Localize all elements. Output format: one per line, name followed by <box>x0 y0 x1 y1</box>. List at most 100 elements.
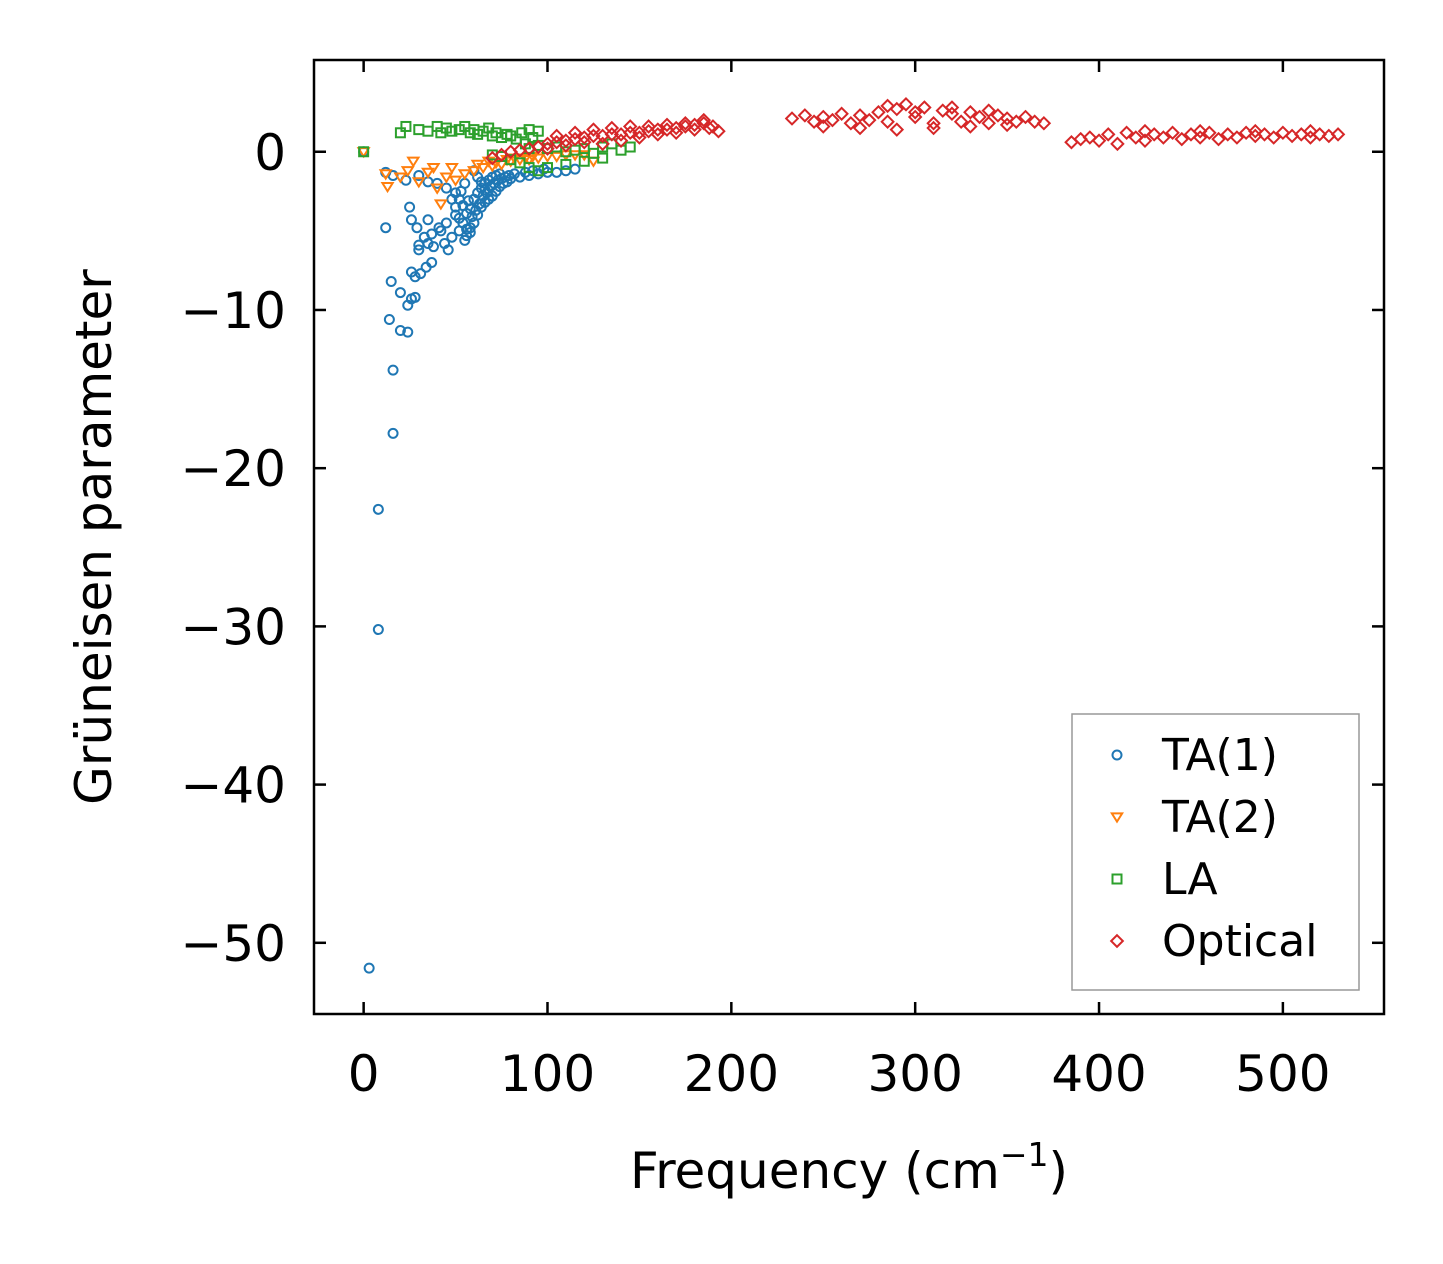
data-point <box>442 244 454 256</box>
series-ta-1- <box>358 146 581 974</box>
data-point <box>433 199 448 211</box>
data-point <box>926 116 941 131</box>
data-point <box>889 122 905 137</box>
series-optical <box>485 97 1346 166</box>
data-point <box>880 114 895 129</box>
data-point <box>426 228 438 240</box>
data-point <box>400 120 412 132</box>
data-point <box>604 120 620 136</box>
data-point <box>477 125 489 137</box>
data-point <box>394 325 406 337</box>
data-point <box>990 108 1006 123</box>
data-point <box>549 151 564 164</box>
data-point <box>852 120 868 136</box>
data-point <box>428 241 440 253</box>
data-point <box>587 147 599 159</box>
data-point <box>406 156 421 168</box>
data-point <box>834 106 849 122</box>
data-point <box>387 364 399 376</box>
y-tick-label: 0 <box>254 124 286 182</box>
data-point <box>696 112 712 128</box>
data-point <box>861 112 877 128</box>
data-point <box>806 114 822 129</box>
y-tick-label: −20 <box>180 440 286 498</box>
data-point <box>409 291 421 303</box>
data-point <box>668 125 684 141</box>
x-tick-label: 400 <box>1051 1045 1146 1103</box>
y-tick-label: −40 <box>180 757 286 815</box>
data-point <box>1137 133 1153 148</box>
data-point <box>1165 125 1180 141</box>
data-point <box>1082 130 1098 145</box>
data-point <box>431 177 443 189</box>
data-point <box>411 177 426 189</box>
data-point <box>404 201 416 213</box>
x-tick-label: 500 <box>1235 1045 1330 1103</box>
data-point <box>624 141 636 153</box>
data-point <box>926 120 941 136</box>
data-point <box>815 109 831 125</box>
data-point <box>1100 127 1116 142</box>
data-point <box>476 162 491 175</box>
legend-label: TA(2) <box>1161 792 1278 843</box>
data-point <box>1248 123 1263 139</box>
data-point <box>459 120 471 132</box>
y-axis-ticks: 0 −10 −20 −30 −40 −50 <box>180 124 1384 973</box>
data-point <box>455 185 467 197</box>
data-point <box>372 624 384 636</box>
data-point <box>1036 116 1052 131</box>
data-point <box>551 166 563 178</box>
data-point <box>411 222 423 234</box>
data-point <box>400 166 415 178</box>
data-point <box>405 214 417 226</box>
data-point <box>394 127 406 139</box>
data-point <box>825 112 840 128</box>
data-point <box>687 122 702 137</box>
data-point <box>505 130 517 142</box>
data-point <box>641 119 656 134</box>
data-point <box>446 231 458 243</box>
x-tick-label: 200 <box>684 1045 779 1103</box>
x-axis-label: Frequency (cm−1) <box>630 1135 1068 1200</box>
data-point <box>650 127 666 142</box>
data-point <box>1128 130 1144 145</box>
data-point <box>999 111 1015 126</box>
data-point <box>383 313 395 325</box>
y-tick-label: −30 <box>180 598 286 656</box>
data-point <box>380 181 395 194</box>
data-point <box>413 169 425 181</box>
data-point <box>516 127 528 139</box>
data-point <box>1192 123 1208 139</box>
data-point <box>1192 130 1208 145</box>
data-point <box>944 100 960 115</box>
data-point <box>1137 123 1153 139</box>
data-point <box>678 116 693 131</box>
data-point <box>532 125 544 137</box>
data-point <box>880 98 895 114</box>
legend: TA(1) TA(2) LA Optical <box>1071 713 1360 991</box>
data-point <box>586 156 601 168</box>
data-point <box>472 128 484 140</box>
data-point <box>421 167 435 179</box>
data-point <box>527 132 539 144</box>
data-point <box>560 165 572 177</box>
data-point <box>453 124 465 136</box>
data-point <box>586 122 601 137</box>
data-point <box>422 125 434 137</box>
data-point <box>378 169 393 181</box>
x-tick-label: 300 <box>867 1045 962 1103</box>
data-point <box>510 133 522 145</box>
data-point <box>907 104 923 120</box>
data-point <box>1018 109 1033 125</box>
data-point <box>464 226 476 238</box>
data-point <box>963 104 978 120</box>
data-point <box>558 138 574 153</box>
data-point <box>981 103 996 118</box>
x-axis-ticks: 0 100 200 300 400 500 <box>348 60 1331 1103</box>
data-point <box>409 271 421 283</box>
y-axis-label: Grüneisen parameter <box>65 269 123 805</box>
data-point <box>999 117 1015 133</box>
plot-points <box>356 97 1346 974</box>
data-point <box>1091 133 1107 148</box>
